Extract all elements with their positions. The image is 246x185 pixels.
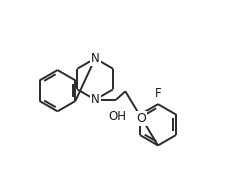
- Text: N: N: [91, 93, 100, 106]
- Text: F: F: [155, 87, 161, 100]
- Text: N: N: [91, 52, 100, 65]
- Text: O: O: [137, 112, 147, 125]
- Text: OH: OH: [109, 110, 127, 122]
